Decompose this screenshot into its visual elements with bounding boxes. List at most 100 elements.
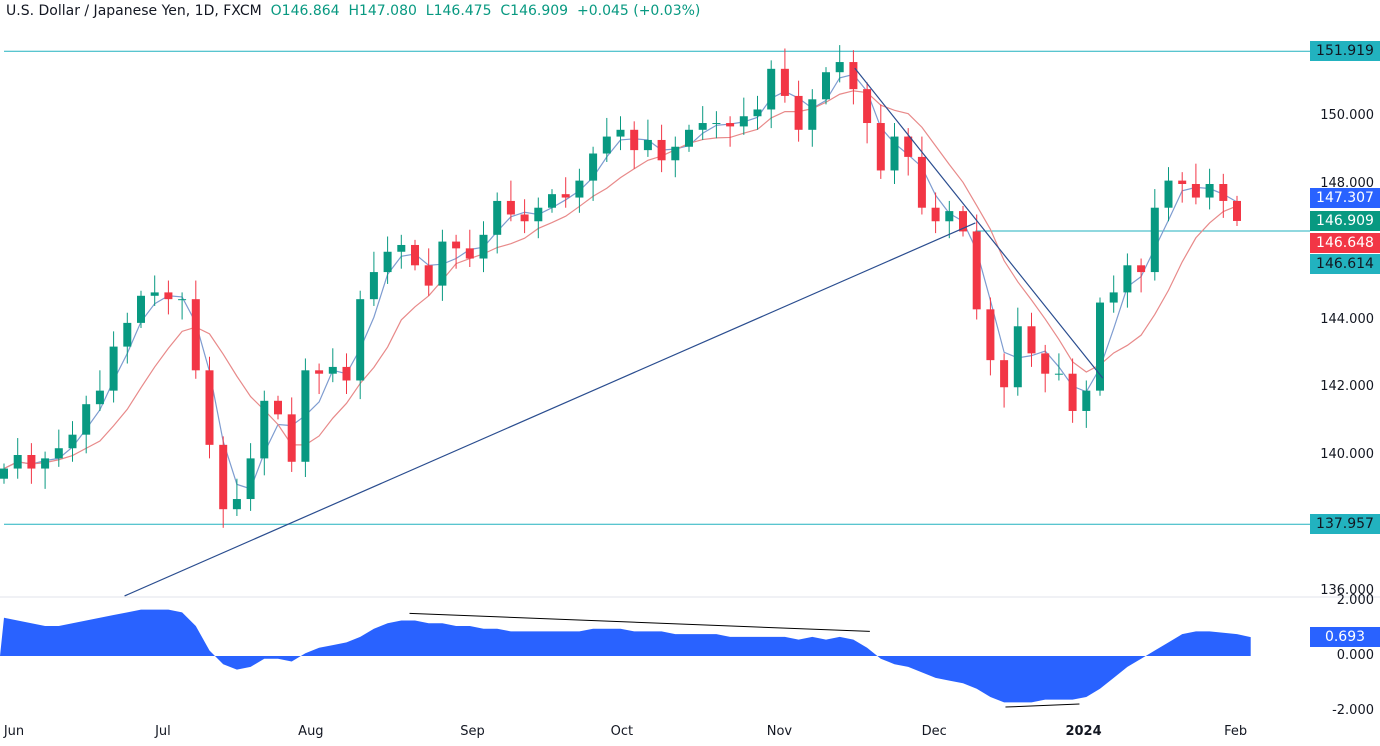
candle-body	[1150, 207, 1159, 273]
trend-line	[854, 67, 1104, 379]
price-axis-tick: 136.000	[1320, 582, 1374, 598]
price-tag: 146.614	[1310, 254, 1380, 274]
price-axis-tick: 150.000	[1320, 108, 1374, 124]
candle-body	[1027, 326, 1036, 354]
candle-body	[712, 123, 721, 125]
candle-body	[808, 99, 817, 130]
candle-body	[328, 366, 337, 374]
candle-body	[369, 272, 378, 300]
time-axis-label: Jul	[155, 724, 171, 739]
candle-body	[561, 194, 570, 198]
candle-body	[1013, 326, 1022, 388]
candle-body	[41, 458, 50, 469]
candle-body	[1233, 200, 1241, 221]
candle-body	[465, 248, 474, 259]
price-tag: 146.648	[1310, 233, 1380, 253]
candle-body	[959, 211, 967, 232]
candle-body	[383, 251, 392, 273]
candle-body	[931, 207, 940, 222]
candle-body	[575, 180, 584, 198]
candle-body	[520, 214, 529, 222]
candle-body	[479, 234, 488, 259]
time-axis-label: Feb	[1224, 724, 1248, 739]
candle-body	[424, 265, 433, 286]
candle-body	[191, 299, 200, 371]
oscillator-divergence-line	[409, 612, 870, 632]
candle-body	[219, 444, 228, 510]
change-value: +0.045 (+0.03%)	[576, 3, 701, 19]
candle-body	[1096, 302, 1104, 391]
candle-body	[438, 241, 447, 286]
candle-body	[1082, 390, 1091, 411]
high-value: H147.080	[348, 3, 417, 19]
candle-body	[904, 136, 913, 157]
time-axis-label: Oct	[610, 724, 634, 739]
candle-body	[260, 400, 269, 459]
candle-body	[1164, 180, 1173, 208]
candle-body	[95, 390, 104, 405]
candle-body	[315, 370, 324, 374]
price-tag: 137.957	[1310, 514, 1380, 535]
candle-body	[986, 309, 995, 361]
candle-body	[164, 292, 173, 300]
time-axis-label: Nov	[766, 724, 793, 739]
candle-body	[356, 299, 365, 381]
candle-body	[137, 295, 145, 323]
candle-body	[767, 68, 776, 110]
oscillator-value-tag: 0.693	[1310, 627, 1380, 648]
candle-body	[287, 414, 296, 462]
candle-body	[1109, 292, 1118, 303]
candle-body	[1178, 180, 1187, 184]
price-axis-tick: 142.000	[1320, 379, 1374, 395]
candle-body	[548, 194, 556, 208]
candle-body	[739, 116, 748, 127]
slow-moving-average	[3, 90, 1238, 470]
candle-body	[643, 139, 652, 151]
time-axis-label: Sep	[460, 724, 485, 739]
candle-body	[1123, 265, 1132, 293]
oscillator-axis-tick: -2.000	[1332, 702, 1374, 718]
oscillator-area	[0, 609, 1251, 703]
close-value: C146.909	[500, 3, 569, 19]
candle-body	[27, 455, 36, 469]
candle-body	[602, 136, 611, 154]
candle-body	[726, 123, 735, 127]
candle-body	[972, 231, 981, 310]
oscillator-axis-tick: 0.000	[1336, 648, 1374, 663]
candle-body	[411, 244, 419, 266]
candle-body	[274, 400, 282, 415]
candle-body	[849, 62, 858, 90]
candle-body	[917, 156, 926, 208]
price-axis-tick: 140.000	[1320, 447, 1374, 462]
open-value: O146.864	[270, 3, 340, 19]
candle-body	[890, 136, 899, 171]
time-axis-label: Aug	[298, 724, 324, 739]
candle-body	[493, 200, 502, 235]
oscillator-divergence-line	[1005, 703, 1080, 708]
candle-body	[452, 241, 461, 249]
candle-body	[506, 200, 515, 215]
candle-body	[753, 109, 762, 117]
symbol-title: U.S. Dollar / Japanese Yen, 1D, FXCM	[6, 3, 262, 19]
price-tag: 146.909	[1310, 211, 1380, 231]
candle-body	[0, 468, 8, 479]
symbol-header: U.S. Dollar / Japanese Yen, 1D, FXCM O14…	[6, 3, 700, 19]
candle-body	[54, 448, 63, 459]
candle-body	[698, 123, 707, 130]
candle-body	[109, 346, 118, 391]
candle-body	[1219, 184, 1228, 201]
candle-body	[1205, 184, 1214, 198]
candle-body	[1137, 265, 1146, 273]
time-axis-label: Jun	[3, 724, 25, 739]
candle-body	[1068, 373, 1077, 411]
time-axis-label: 2024	[1065, 724, 1102, 739]
candle-body	[246, 458, 255, 500]
candle-body	[13, 455, 22, 469]
time-axis-label: Dec	[921, 724, 947, 739]
candle-body	[1054, 373, 1063, 375]
candle-body	[685, 129, 693, 147]
candle-body	[616, 129, 625, 137]
candle-body	[630, 129, 639, 151]
candle-body	[232, 499, 241, 510]
